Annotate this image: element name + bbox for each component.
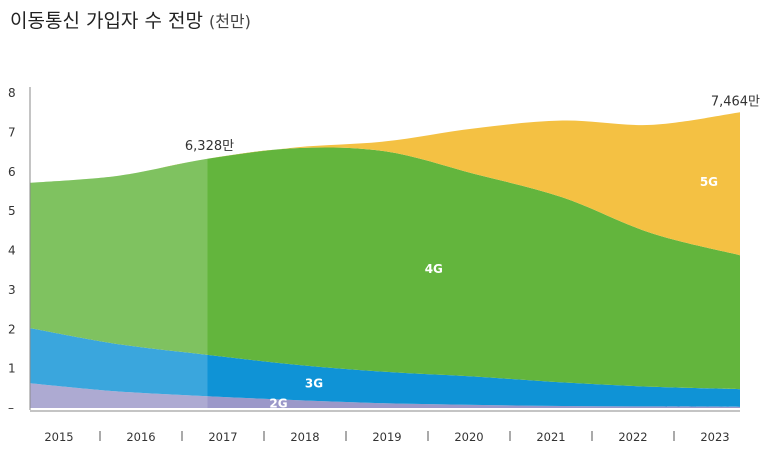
x-tick-label: 2016 bbox=[126, 430, 155, 444]
x-tick-label: 2020 bbox=[454, 430, 483, 444]
series-label-3g: 3G bbox=[305, 376, 323, 390]
x-tick-label: 2018 bbox=[290, 430, 319, 444]
x-tick-label: 2017 bbox=[208, 430, 237, 444]
chart-title: 이동통신 가입자 수 전망 (천만) bbox=[10, 6, 251, 33]
y-tick-label: 7 bbox=[8, 125, 16, 139]
x-tick-label: 2023 bbox=[700, 430, 729, 444]
area-5g bbox=[30, 112, 740, 256]
actual-period-overlay bbox=[30, 158, 208, 408]
chart-title-unit: (천만) bbox=[208, 12, 251, 31]
y-tick-label: 1 bbox=[8, 362, 16, 376]
y-tick-label: 4 bbox=[8, 244, 16, 258]
label-layer: 2G 3G 4G 5G 6,328만 7,464만 bbox=[185, 94, 760, 410]
y-tick-label: 2 bbox=[8, 322, 16, 336]
series-label-4g: 4G bbox=[425, 262, 443, 276]
y-tick-label: 8 bbox=[8, 86, 16, 100]
area-2g bbox=[30, 383, 740, 408]
x-tick-label: 2019 bbox=[372, 430, 401, 444]
total-annotation: 6,328만 bbox=[185, 139, 234, 154]
y-tick-label: 5 bbox=[8, 204, 16, 218]
y-tick-label: 3 bbox=[8, 283, 16, 297]
series-label-2g: 2G bbox=[269, 397, 287, 411]
y-tick-label: – bbox=[8, 401, 14, 415]
total-annotation: 7,464만 bbox=[711, 94, 760, 109]
y-tick-label: 6 bbox=[8, 165, 16, 179]
actual-period-highlight bbox=[30, 158, 208, 408]
area-layer bbox=[30, 112, 740, 408]
axes: – 1 2 3 4 5 6 7 8 2015 2016 2017 2018 2019 2020 2021 202… bbox=[8, 86, 740, 444]
x-tick-label: 2015 bbox=[44, 430, 73, 444]
area-4g bbox=[30, 147, 740, 390]
chart-title-text: 이동통신 가입자 수 전망 bbox=[10, 10, 203, 32]
area-3g bbox=[30, 328, 740, 407]
x-tick-label: 2021 bbox=[536, 430, 565, 444]
series-label-5g: 5G bbox=[700, 175, 718, 189]
x-tick-label: 2022 bbox=[618, 430, 647, 444]
